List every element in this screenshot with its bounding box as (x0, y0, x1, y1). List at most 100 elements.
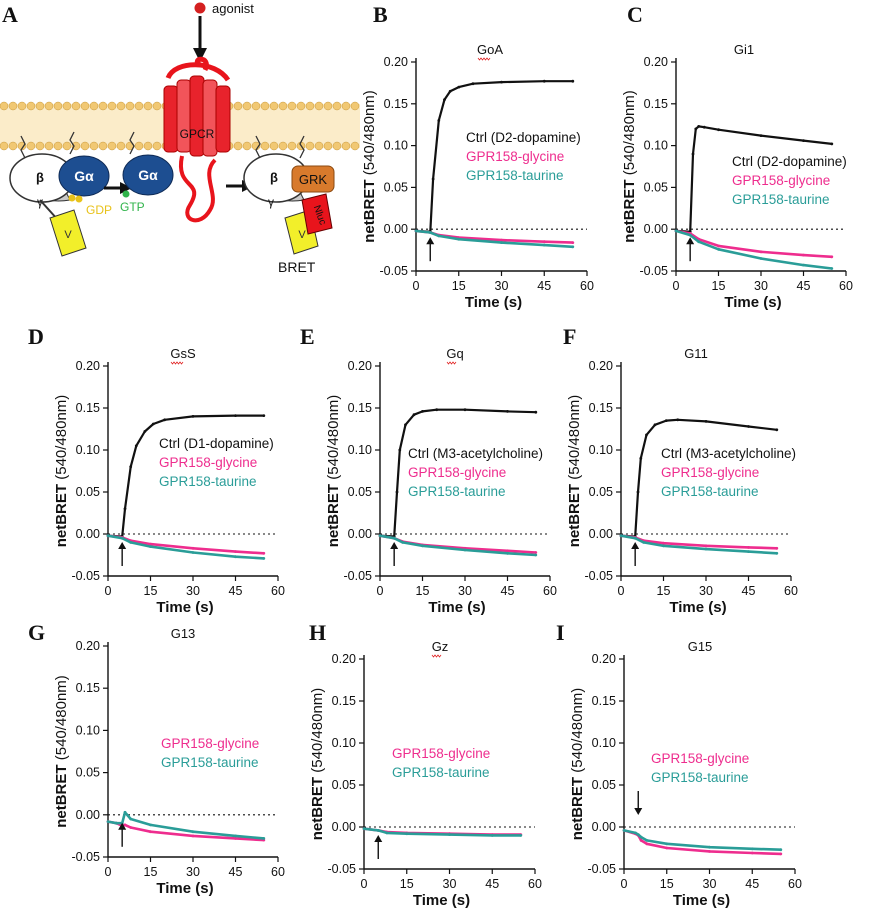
lipid-anchor (20, 135, 26, 159)
data-point (662, 544, 665, 548)
data-point (457, 237, 461, 241)
y-axis-label-main: netBRET (309, 777, 326, 840)
data-point (506, 410, 509, 413)
data-point (463, 408, 467, 412)
y-tick-label: 0.00 (384, 222, 408, 236)
x-tick-label: 45 (797, 279, 811, 293)
data-point (392, 536, 396, 540)
lipid-head (305, 141, 315, 151)
data-point (376, 829, 380, 832)
agonist-arrow-head (193, 48, 207, 62)
nluc-tag (301, 193, 333, 235)
data-point (665, 846, 669, 850)
data-point (676, 418, 680, 422)
legend-entry: GPR158-taurine (732, 192, 830, 207)
lipid-head (278, 141, 288, 151)
venus-label: V (298, 229, 306, 241)
data-point (163, 418, 167, 422)
y-tick-label: 0.05 (592, 778, 616, 792)
gpcr-label: GPCR (180, 127, 215, 141)
x-tick-label: 60 (839, 279, 853, 293)
data-point (645, 842, 649, 846)
lipid-head (35, 101, 45, 111)
series-line-gpr158-glycine (623, 829, 781, 856)
x-tick-label: 60 (580, 279, 594, 293)
data-point (542, 240, 546, 244)
x-axis-label: Time (s) (413, 892, 470, 909)
data-point (149, 823, 152, 827)
data-point (506, 551, 509, 555)
lipid-head (305, 101, 315, 111)
legend-entry: GPR158-taurine (408, 484, 506, 499)
data-point (750, 851, 754, 855)
data-point (448, 89, 452, 93)
data-point (500, 241, 503, 245)
data-point (500, 80, 503, 84)
gamma-label: γ (37, 195, 43, 209)
y-axis-label-unit: (540/480nm) (53, 675, 70, 764)
y-axis-label: netBRET (540/480nm) (325, 395, 342, 548)
x-tick-label: 60 (271, 865, 285, 879)
data-point (664, 419, 668, 422)
lipid-head (341, 101, 351, 111)
y-tick-label: 0.00 (332, 820, 356, 834)
y-axis-label-main: netBRET (53, 484, 70, 547)
lipid-head (251, 101, 261, 111)
data-point (234, 555, 237, 559)
data-point (542, 243, 546, 247)
y-axis-label-main: netBRET (325, 484, 342, 547)
lipid-head (143, 101, 153, 111)
gpcr-helix (189, 75, 205, 157)
y-tick-label: 0.00 (76, 808, 100, 822)
data-point (694, 127, 698, 131)
legend-entry: GPR158-taurine (661, 484, 759, 499)
x-tick-label: 30 (699, 584, 713, 598)
data-point (636, 490, 640, 494)
data-point (149, 830, 152, 834)
x-tick-label: 0 (361, 877, 368, 891)
lipid-head (341, 141, 351, 151)
lipid-head (287, 141, 297, 151)
data-point (129, 465, 133, 469)
data-point (802, 253, 805, 257)
lipid-head (260, 101, 270, 111)
title-underline (446, 361, 457, 365)
lipid-head (8, 141, 18, 151)
y-tick-label: 0.00 (644, 222, 668, 236)
data-point (642, 541, 646, 544)
chart-title: Gq (446, 346, 463, 361)
lipid-head (260, 141, 270, 151)
chart-title: G13 (171, 626, 196, 641)
x-tick-label: 0 (618, 584, 625, 598)
lipid-head (89, 141, 99, 151)
data-point (674, 229, 678, 233)
data-point (571, 245, 575, 249)
x-tick-label: 15 (416, 584, 430, 598)
lipid-head (152, 101, 162, 111)
lipid-head (62, 101, 72, 111)
title-underline (170, 361, 184, 365)
lipid-head (26, 141, 36, 151)
y-tick-label: 0.00 (589, 527, 613, 541)
x-tick-label: 45 (485, 877, 499, 891)
agonist-arrow-head (634, 808, 643, 815)
data-point (191, 830, 195, 834)
x-axis-label: Time (s) (428, 599, 485, 616)
y-axis-label-unit: (540/480nm) (361, 90, 378, 179)
gpcr-receptor: GPCR (163, 56, 231, 223)
data-point (717, 128, 720, 132)
x-axis-label: Time (s) (724, 294, 781, 311)
panel-g-chart: G -0.05 0.00 0.05 0.10 0.15 0.20 0 15 30 45 60 Time … (28, 620, 285, 897)
data-point (645, 433, 648, 437)
data-point (759, 250, 763, 254)
y-axis-label-unit: (540/480nm) (566, 395, 583, 484)
x-axis-label: Time (s) (465, 294, 522, 311)
gpcr-loop-ligand (195, 56, 209, 72)
data-point (129, 541, 133, 544)
y-tick-label: 0.10 (76, 723, 100, 737)
lipid-head (314, 141, 324, 151)
lipid-head (233, 141, 243, 151)
y-tick-label: 0.20 (589, 359, 613, 373)
lipid-head (53, 101, 63, 111)
panel-label-f: F (563, 324, 576, 349)
